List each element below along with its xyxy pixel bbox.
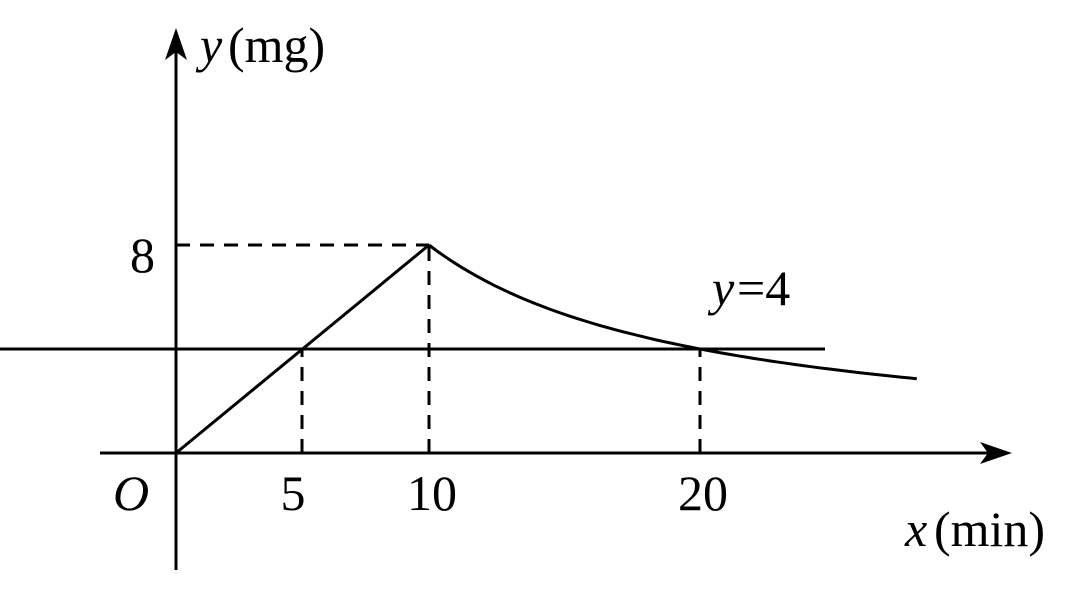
x-tick-label-10: 10	[407, 465, 457, 521]
reference-line-label-rest: =4	[737, 260, 790, 316]
origin-label: O	[113, 465, 149, 521]
linear-segment	[175, 243, 430, 455]
reference-line-label-var: y	[707, 260, 735, 316]
y-axis-label-unit: (mg)	[228, 17, 325, 73]
inverse-curve	[428, 243, 917, 381]
x-axis-arrow-icon	[980, 442, 1012, 464]
x-tick-label-5: 5	[281, 465, 306, 521]
x-axis-label-unit: (min)	[934, 501, 1045, 557]
y-axis-arrow-icon	[165, 28, 187, 60]
y-tick-label-8: 8	[130, 227, 155, 283]
y-axis-label-var: y	[195, 17, 223, 73]
x-axis-label-var: x	[904, 501, 927, 557]
x-tick-label-20: 20	[678, 465, 728, 521]
